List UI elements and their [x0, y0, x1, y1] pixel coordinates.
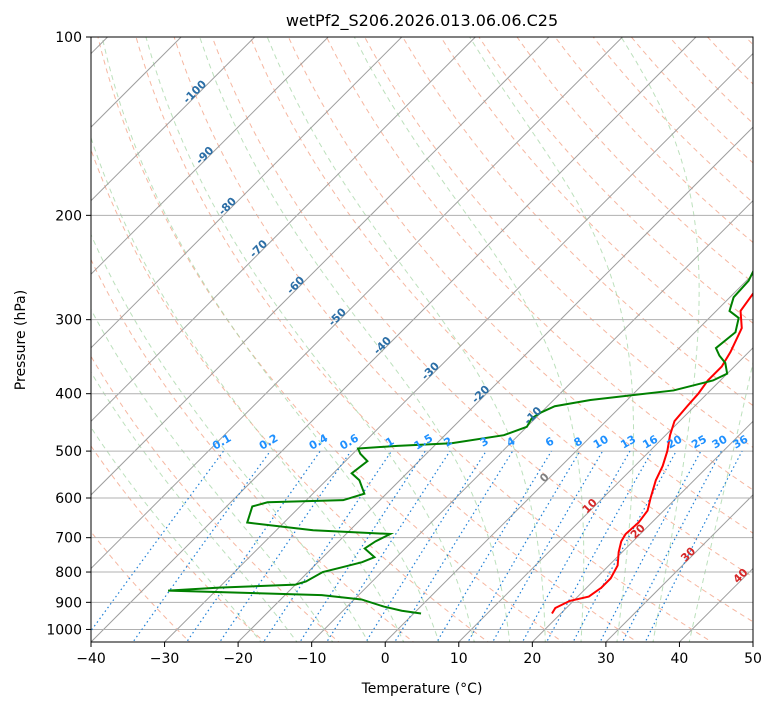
mixing-ratio-line — [365, 450, 487, 642]
isotherm — [605, 494, 753, 642]
x-tick-label: 10 — [450, 651, 468, 667]
moist-adiabat — [620, 37, 700, 642]
mixing-ratio-line — [521, 450, 631, 642]
dry-adiabat — [402, 37, 753, 407]
y-tick-label: 600 — [55, 491, 82, 507]
x-tick-label: 40 — [671, 651, 689, 667]
mixing-ratio-line — [621, 450, 722, 642]
x-tick-label: −40 — [76, 651, 106, 667]
isotherm — [384, 273, 753, 642]
x-tick-label: 20 — [523, 651, 541, 667]
y-axis-title: Pressure (hPa) — [13, 290, 29, 390]
temperature-line — [551, 291, 753, 615]
mixing-ratio-line — [491, 450, 604, 642]
dry-adiabat — [249, 37, 753, 578]
isotherm — [458, 347, 753, 642]
y-tick-label: 800 — [55, 565, 82, 581]
mixing-ratio-line — [467, 450, 581, 642]
mixing-ratio-line — [219, 450, 352, 642]
moist-adiabat — [91, 371, 298, 642]
chart-title: wetPf2_S206.2026.013.06.06.C25 — [286, 11, 558, 31]
isotherm — [91, 37, 329, 275]
mixing-ratio-line — [326, 450, 451, 642]
dry-adiabat — [287, 37, 753, 534]
mixing-ratio-line — [91, 450, 225, 632]
isotherm — [91, 37, 476, 423]
isotherm — [91, 37, 623, 570]
isotherm — [91, 37, 403, 349]
mixing-ratio-line — [436, 450, 553, 642]
y-tick-label: 400 — [55, 387, 82, 403]
moist-adiabat — [353, 37, 585, 642]
x-tick-label: 50 — [744, 651, 762, 667]
y-tick-label: 200 — [55, 208, 82, 224]
dewpoint-line — [168, 269, 753, 615]
y-tick-label: 300 — [55, 313, 82, 329]
isotherm — [164, 52, 753, 642]
isotherm — [531, 420, 753, 642]
dry-adiabat — [440, 37, 753, 365]
moist-adiabat — [266, 37, 546, 642]
dry-adiabat — [325, 37, 753, 491]
y-tick-label: 500 — [55, 444, 82, 460]
y-tick-label: 1000 — [46, 622, 82, 638]
moist-adiabat — [145, 37, 475, 642]
x-tick-label: 0 — [381, 651, 390, 667]
y-tick-label: 900 — [55, 595, 82, 611]
isotherm — [91, 37, 550, 496]
mixing-ratio-line — [262, 450, 393, 642]
dry-adiabat — [211, 37, 753, 623]
x-axis-title: Temperature (°C) — [361, 681, 483, 697]
y-tick-label: 700 — [55, 531, 82, 547]
x-tick-label: −10 — [297, 651, 327, 667]
x-tick-label: 30 — [597, 651, 615, 667]
mixing-ratio-line — [299, 450, 426, 642]
y-tick-label: 100 — [55, 30, 82, 46]
isotherm — [91, 37, 256, 202]
isotherm — [91, 37, 697, 642]
isotherm — [311, 199, 753, 642]
x-tick-label: −20 — [223, 651, 253, 667]
isotherm — [237, 126, 753, 642]
mixing-ratio-line — [644, 450, 743, 642]
moist-adiabat — [469, 37, 635, 642]
mixing-ratio-line — [394, 450, 514, 642]
x-tick-label: −30 — [150, 651, 180, 667]
plot-frame — [90, 36, 754, 643]
